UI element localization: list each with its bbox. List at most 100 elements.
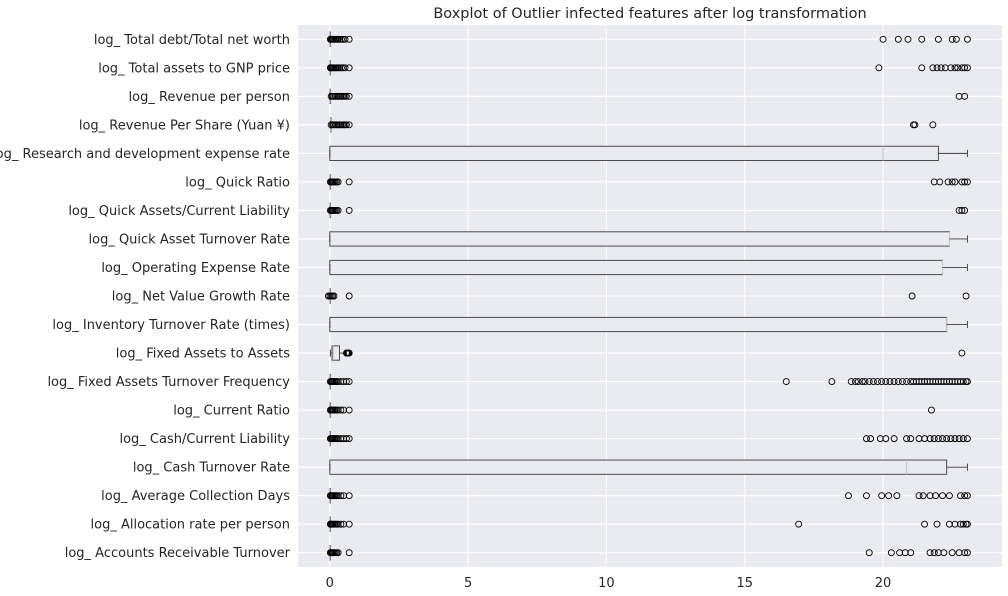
outlier-point: [963, 178, 971, 186]
outlier-point: [945, 492, 953, 500]
outlier-point: [948, 178, 956, 186]
outlier-point: [957, 492, 964, 500]
outlier-point: [863, 492, 870, 500]
y-tick-label: log_ Fixed Assets Turnover Frequency: [47, 375, 290, 390]
outlier-point: [951, 378, 959, 386]
outlier-point: [936, 178, 944, 186]
outlier-point: [947, 64, 955, 72]
outlier-point: [340, 406, 348, 414]
outlier-point: [910, 378, 917, 386]
box-17: [326, 488, 971, 504]
outlier-point: [337, 435, 345, 443]
outlier-point: [915, 378, 923, 386]
outlier-point: [847, 378, 855, 386]
outlier-point: [918, 378, 926, 386]
outlier-point: [961, 178, 969, 186]
x-tick-label: 5: [464, 576, 472, 591]
outlier-point: [958, 349, 966, 357]
outlier-point: [345, 35, 353, 43]
outlier-point: [898, 378, 906, 386]
y-tick-label: log_ Cash Turnover Rate: [133, 461, 290, 476]
outlier-point: [945, 378, 953, 386]
outlier-point: [958, 206, 966, 214]
outlier-point: [959, 520, 967, 528]
outlier-point: [337, 378, 345, 386]
box-14: [326, 402, 935, 418]
outlier-point: [341, 64, 349, 72]
outlier-point: [930, 435, 938, 443]
outlier-point: [345, 378, 353, 386]
x-tick-label: 0: [326, 576, 334, 591]
outlier-point: [345, 406, 353, 414]
x-tick-label: 15: [736, 576, 753, 591]
outlier-point: [929, 64, 937, 72]
outlier-point: [334, 206, 342, 214]
outlier-point: [887, 549, 895, 557]
outlier-point: [929, 121, 937, 129]
outlier-point: [882, 378, 890, 386]
outlier-point: [342, 378, 350, 386]
outlier-point: [863, 435, 870, 443]
outlier-point: [957, 520, 964, 528]
outlier-point: [858, 378, 866, 386]
outlier-point: [961, 92, 969, 100]
outlier-point: [963, 549, 971, 557]
outlier-point: [962, 292, 970, 300]
outlier-point: [952, 35, 960, 43]
outlier-point: [345, 435, 353, 443]
outlier-point: [907, 549, 915, 557]
box-15: [326, 431, 971, 447]
y-tick-label: log_ Net Value Growth Rate: [112, 290, 290, 305]
outlier-point: [926, 549, 934, 557]
outlier-point: [330, 292, 338, 300]
box-iqr: [329, 459, 948, 475]
outlier-point: [963, 64, 971, 72]
outlier-point: [334, 492, 342, 500]
outlier-point: [943, 378, 951, 386]
outlier-point: [943, 435, 951, 443]
outlier-point: [345, 206, 353, 214]
outlier-point: [828, 378, 836, 386]
box-6: [326, 174, 971, 190]
outlier-point: [955, 92, 963, 100]
box-iqr: [329, 259, 943, 276]
outlier-point: [345, 121, 353, 129]
outlier-point: [782, 378, 790, 386]
outlier-point: [961, 64, 969, 72]
x-tick-label: 20: [875, 576, 892, 591]
outlier-point: [890, 378, 898, 386]
outlier-point: [963, 492, 971, 500]
outlier-point: [921, 378, 928, 386]
outlier-point: [930, 549, 938, 557]
outlier-point: [912, 378, 920, 386]
outlier-point: [915, 435, 923, 443]
box-3: [327, 88, 969, 104]
outlier-point: [918, 64, 926, 72]
box-8: [329, 231, 968, 247]
outlier-point: [945, 520, 953, 528]
box-iqr: [329, 145, 939, 161]
outlier-point: [937, 378, 945, 386]
outlier-point: [941, 64, 949, 72]
outlier-point: [345, 292, 353, 300]
outlier-point: [963, 35, 971, 43]
outlier-point: [345, 492, 353, 500]
outlier-point: [926, 435, 934, 443]
box-1: [326, 31, 971, 47]
outlier-point: [874, 378, 881, 386]
outlier-point: [932, 492, 940, 500]
outlier-point: [959, 378, 967, 386]
outlier-point: [865, 549, 873, 557]
outlier-point: [334, 435, 342, 443]
outlier-point: [955, 549, 963, 557]
outlier-point: [915, 492, 923, 500]
outlier-point: [334, 178, 342, 186]
outlier-point: [951, 64, 959, 72]
outlier-point: [921, 435, 928, 443]
outlier-point: [901, 549, 909, 557]
outlier-point: [341, 35, 349, 43]
outlier-point: [340, 492, 348, 500]
outlier-point: [894, 378, 902, 386]
box-4: [327, 117, 937, 133]
outlier-point: [345, 64, 353, 72]
